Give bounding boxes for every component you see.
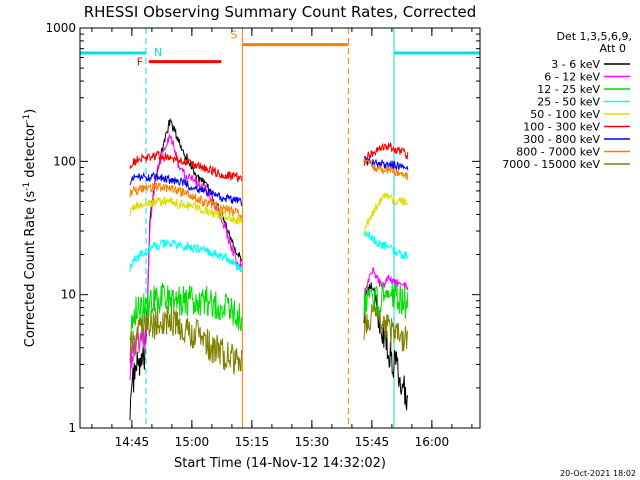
flare-flag-label: F [137,56,143,69]
series-trace [129,305,243,375]
legend-label: 800 - 7000 keV [516,146,600,159]
y-tick-label: 1 [68,421,76,435]
legend-label: 7000 - 15000 keV [502,158,600,171]
x-tick-label: 15:15 [235,435,270,449]
x-tick-label: 15:00 [175,435,210,449]
y-axis: 1 10 100 1000 [45,21,480,435]
y-axis-label-mid: detector [23,122,38,182]
plot-frame [79,27,481,429]
y-axis-label-sup2: -1 [22,114,32,123]
y-axis-label: Corrected Count Rate (s-1 detector-1) [22,109,38,347]
legend-label: 300 - 800 keV [523,133,600,146]
series-trace [363,266,409,300]
series-trace [129,196,243,225]
y-axis-label-end: ) [23,109,38,114]
series-trace [363,192,409,236]
y-tick-label: 1000 [45,21,76,35]
x-tick-label: 14:45 [115,435,150,449]
legend-label: 100 - 300 keV [523,121,600,134]
series-trace [363,281,409,319]
series-trace [363,231,409,260]
legend-header-attenuator: Att 0 [600,42,626,55]
series-6-12keV [129,134,409,381]
night-flag-label: N [154,46,162,59]
x-axis-label: Start Time (14-Nov-12 14:32:02) [174,456,386,471]
y-tick-label: 100 [53,154,76,168]
series-25-50keV [129,231,409,273]
x-tick-label: 16:00 [415,435,450,449]
legend-label: 6 - 12 keV [544,71,600,84]
series-trace [129,134,243,381]
series-50-100keV [129,192,409,236]
series-7000-15000keV [129,304,409,375]
series-trace [363,304,409,352]
y-axis-label-main: Corrected Count Rate (s [23,191,38,348]
chart-title: RHESSI Observing Summary Count Rates, Co… [84,3,477,21]
series-trace [129,150,243,183]
date-stamp: 20-Oct-2021 18:02 [560,469,636,478]
series-trace [363,141,409,167]
x-tick-label: 15:30 [295,435,330,449]
series-trace [129,238,243,273]
series-trace [363,282,409,411]
x-tick-label: 15:45 [355,435,390,449]
series-800-7000keV [129,156,409,220]
saa-flag-label: S [230,29,237,42]
x-axis: 14:45 15:00 15:15 15:30 15:45 16:00 [91,28,473,449]
series-100-300keV [129,141,409,183]
series-trace [363,156,409,181]
plot-area: NF S [80,28,480,428]
y-tick-label: 10 [61,288,76,302]
legend-label: 3 - 6 keV [551,58,600,71]
legend-header-detectors: Det 1,3,5,6,9, [556,30,632,43]
y-axis-label-sup1: -1 [22,182,32,191]
legend-label: 50 - 100 keV [530,108,600,121]
legend-label: 25 - 50 keV [537,96,600,109]
series-trace [129,171,243,207]
series-3-6keV [129,117,409,421]
series-trace [129,181,243,220]
legend-label: 12 - 25 keV [537,83,600,96]
